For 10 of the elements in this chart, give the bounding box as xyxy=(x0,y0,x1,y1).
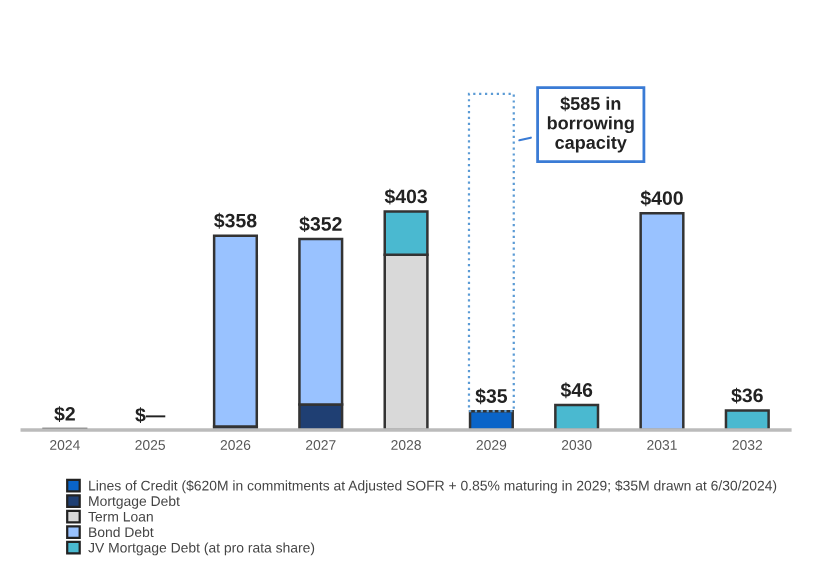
annotation: $36 xyxy=(731,387,763,404)
annotation: $— xyxy=(135,407,166,424)
annotation: $585 in borrowing capacity xyxy=(547,96,634,153)
annotation: $35 xyxy=(475,388,508,405)
annotation: $352 xyxy=(299,216,342,233)
annotation: $46 xyxy=(560,382,593,399)
annotation: $400 xyxy=(640,190,683,207)
annotation: $2 xyxy=(54,406,75,423)
annotation: $403 xyxy=(384,188,427,205)
annotation: $358 xyxy=(214,212,257,229)
